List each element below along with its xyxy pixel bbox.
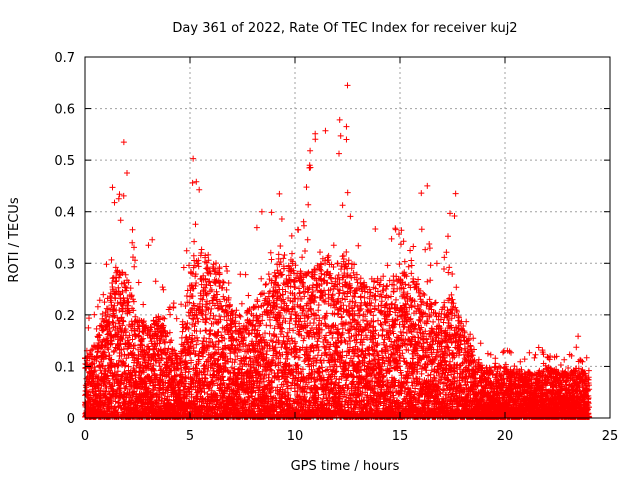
- notable-point: [190, 155, 197, 162]
- x-tick-label: 15: [392, 429, 409, 444]
- y-axis-ticks: 0 0.1 0.2 0.3 0.4 0.5 0.6 0.7: [54, 51, 610, 427]
- x-tick-label: 25: [602, 429, 619, 444]
- data-points: [82, 82, 593, 420]
- notable-point: [343, 123, 350, 130]
- notable-point: [452, 190, 459, 197]
- notable-point: [124, 170, 130, 177]
- y-tick-label: 0.7: [54, 51, 75, 66]
- y-tick-label: 0.5: [54, 154, 75, 169]
- y-tick-label: 0.6: [54, 103, 75, 118]
- notable-point: [424, 182, 431, 189]
- y-axis-label: ROTI / TECUs: [7, 197, 22, 282]
- y-tick-label: 0.2: [54, 309, 75, 324]
- x-tick-label: 20: [497, 429, 514, 444]
- notable-point: [344, 82, 351, 89]
- x-tick-label: 0: [81, 429, 89, 444]
- y-tick-label: 0: [67, 412, 75, 427]
- notable-point: [322, 127, 329, 134]
- notable-point: [120, 139, 127, 146]
- notable-point: [306, 162, 313, 169]
- x-tick-label: 5: [186, 429, 194, 444]
- plot-frame: [84, 56, 611, 419]
- y-tick-label: 0.4: [54, 206, 75, 221]
- x-axis-label: GPS time / hours: [291, 459, 400, 474]
- x-axis-ticks: 0 5 10 15 20 25: [81, 57, 618, 444]
- y-tick-label: 0.1: [54, 360, 75, 375]
- x-tick-label: 10: [287, 429, 304, 444]
- notable-point: [343, 136, 350, 143]
- chart-title: Day 361 of 2022, Rate Of TEC Index for r…: [172, 21, 517, 36]
- y-tick-label: 0.3: [54, 257, 75, 272]
